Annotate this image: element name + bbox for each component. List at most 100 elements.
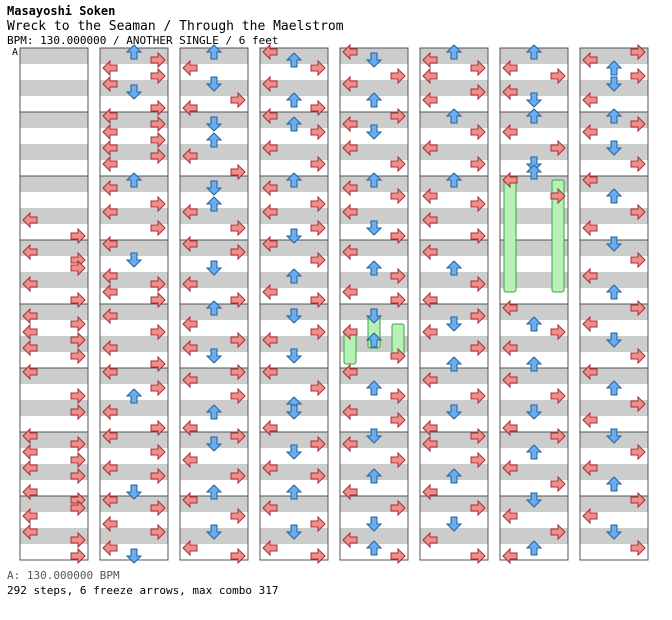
step-arrow bbox=[630, 347, 646, 365]
step-arrow bbox=[102, 59, 118, 77]
step-arrow bbox=[390, 187, 406, 205]
beat-stripe bbox=[100, 432, 168, 440]
step-arrow bbox=[605, 332, 623, 348]
step-arrow bbox=[582, 91, 598, 109]
step-arrow bbox=[102, 75, 118, 93]
beat-stripe bbox=[340, 408, 408, 416]
step-arrow bbox=[582, 267, 598, 285]
step-arrow bbox=[630, 67, 646, 85]
step-arrow bbox=[365, 380, 383, 396]
step-arrow bbox=[342, 203, 358, 221]
beat-stripe bbox=[20, 528, 88, 536]
step-arrow bbox=[102, 363, 118, 381]
step-arrow bbox=[422, 531, 438, 549]
step-arrow bbox=[422, 435, 438, 453]
step-arrow bbox=[502, 123, 518, 141]
beat-stripe bbox=[420, 504, 488, 512]
beat-stripe bbox=[500, 248, 568, 256]
step-arrow bbox=[342, 115, 358, 133]
step-arrow bbox=[150, 67, 166, 85]
beat-stripe bbox=[420, 240, 488, 248]
step-arrow bbox=[422, 211, 438, 229]
beat-stripe bbox=[500, 208, 568, 216]
beat-stripe bbox=[100, 240, 168, 248]
step-arrow bbox=[342, 531, 358, 549]
step-arrow bbox=[310, 99, 326, 117]
beat-stripe bbox=[180, 216, 248, 224]
beat-stripe bbox=[420, 440, 488, 448]
step-arrow bbox=[342, 435, 358, 453]
step-arrow bbox=[22, 483, 38, 501]
step-arrow bbox=[342, 283, 358, 301]
step-arrow bbox=[310, 123, 326, 141]
beat-stripe bbox=[100, 464, 168, 472]
beat-stripe bbox=[420, 208, 488, 216]
beat-stripe bbox=[100, 184, 168, 192]
step-arrow bbox=[230, 547, 246, 565]
beat-stripe bbox=[420, 56, 488, 64]
step-arrow bbox=[150, 115, 166, 133]
beat-stripe bbox=[580, 440, 648, 448]
beat-stripe bbox=[420, 272, 488, 280]
step-arrow bbox=[422, 51, 438, 69]
beat-stripe bbox=[100, 80, 168, 88]
beat-stripe bbox=[180, 208, 248, 216]
beat-stripe bbox=[20, 184, 88, 192]
step-arrow bbox=[70, 347, 86, 365]
beat-stripe bbox=[20, 272, 88, 280]
step-arrow bbox=[550, 187, 566, 205]
step-arrow bbox=[365, 540, 383, 556]
step-arrow bbox=[525, 492, 543, 508]
step-arrow bbox=[445, 316, 463, 332]
step-arrow bbox=[502, 371, 518, 389]
step-arrow bbox=[470, 59, 486, 77]
beat-stripe bbox=[420, 496, 488, 504]
step-arrow bbox=[150, 467, 166, 485]
step-arrow bbox=[605, 476, 623, 492]
step-arrow bbox=[205, 300, 223, 316]
step-arrow bbox=[102, 267, 118, 285]
step-arrow bbox=[22, 523, 38, 541]
step-arrow bbox=[550, 387, 566, 405]
step-arrow bbox=[310, 515, 326, 533]
step-arrow bbox=[102, 283, 118, 301]
step-arrow bbox=[262, 283, 278, 301]
step-arrow bbox=[70, 387, 86, 405]
beat-stripe bbox=[580, 464, 648, 472]
step-arrow bbox=[445, 516, 463, 532]
step-arrow bbox=[630, 155, 646, 173]
beat-stripe bbox=[260, 280, 328, 288]
step-arrow bbox=[390, 451, 406, 469]
beat-stripe bbox=[260, 80, 328, 88]
step-arrow bbox=[525, 164, 543, 180]
beat-stripe bbox=[340, 504, 408, 512]
step-arrow bbox=[342, 483, 358, 501]
beat-stripe bbox=[340, 208, 408, 216]
step-arrow bbox=[70, 547, 86, 565]
step-arrow bbox=[365, 92, 383, 108]
step-arrow bbox=[525, 404, 543, 420]
beat-stripe bbox=[180, 56, 248, 64]
beat-stripe bbox=[340, 120, 408, 128]
beat-stripe bbox=[500, 504, 568, 512]
step-stats: 292 steps, 6 freeze arrows, max combo 31… bbox=[7, 584, 279, 597]
freeze-arrow bbox=[503, 179, 517, 293]
step-arrow bbox=[102, 539, 118, 557]
beat-stripe bbox=[580, 248, 648, 256]
beat-stripe bbox=[260, 376, 328, 384]
step-arrow bbox=[502, 419, 518, 437]
step-arrow bbox=[205, 196, 223, 212]
beat-stripe bbox=[420, 432, 488, 440]
beat-stripe bbox=[340, 496, 408, 504]
beat-stripe bbox=[500, 528, 568, 536]
step-arrow bbox=[205, 116, 223, 132]
step-arrow bbox=[525, 92, 543, 108]
step-arrow bbox=[310, 195, 326, 213]
step-arrow bbox=[70, 451, 86, 469]
step-arrow bbox=[150, 379, 166, 397]
beat-stripe bbox=[580, 272, 648, 280]
step-arrow bbox=[102, 459, 118, 477]
beat-stripe bbox=[100, 408, 168, 416]
step-arrow bbox=[262, 107, 278, 125]
beat-stripe bbox=[100, 216, 168, 224]
